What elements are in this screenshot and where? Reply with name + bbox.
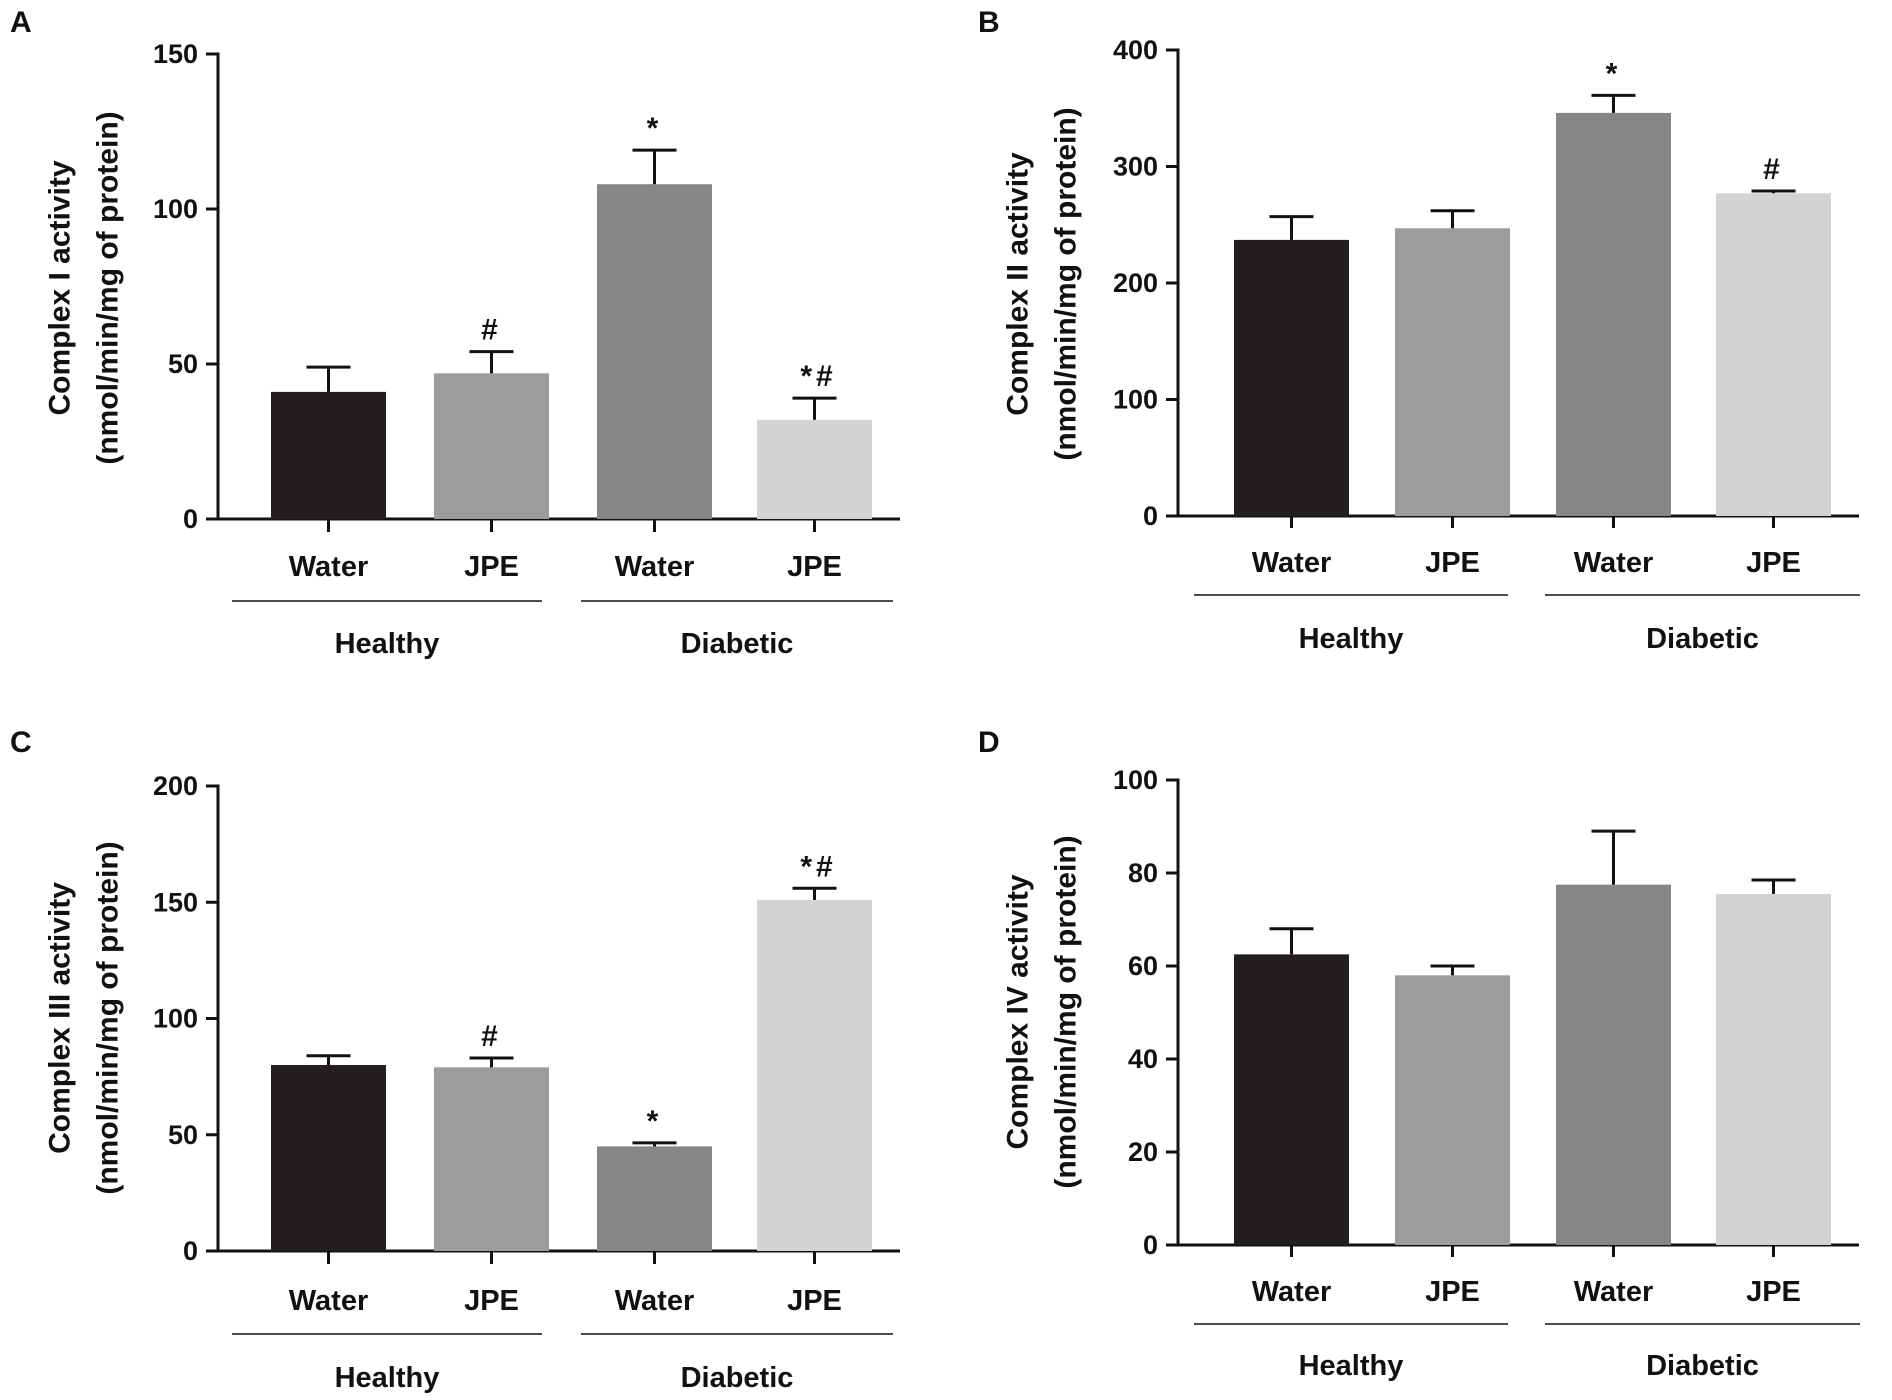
category-label: Water <box>289 551 369 583</box>
y-axis-title: Complex IV activity <box>1002 874 1035 1149</box>
group-label: Diabetic <box>1646 623 1759 655</box>
bar <box>1556 112 1671 516</box>
bar <box>1234 239 1349 516</box>
group-label: Healthy <box>335 628 440 660</box>
category-label: JPE <box>1746 1276 1801 1308</box>
y-tick-label: 0 <box>1143 1230 1158 1260</box>
y-tick-label: 150 <box>153 887 198 917</box>
significance-label: *# <box>800 360 836 393</box>
significance-label: # <box>481 314 502 347</box>
panel-letter: A <box>10 6 32 39</box>
bar <box>757 419 872 519</box>
panel-c: C 0 50 100 150 200 Complex III activity (nmol/m… <box>10 726 900 1394</box>
panel-b: B 0 100 200 300 400 Complex II activity (nmol/m… <box>978 6 1860 655</box>
category-label: JPE <box>464 1285 519 1317</box>
y-tick-label: 400 <box>1113 35 1158 65</box>
y-tick-label: 200 <box>1113 268 1158 298</box>
y-tick-label: 0 <box>183 1236 198 1266</box>
y-tick-label: 50 <box>168 349 198 379</box>
y-axis-title: Complex III activity <box>44 882 77 1154</box>
category-label: JPE <box>464 551 519 583</box>
y-tick-label: 100 <box>1113 385 1158 415</box>
significance-label: # <box>481 1020 502 1053</box>
bar <box>597 184 712 519</box>
bar <box>271 391 386 519</box>
bar <box>1716 193 1831 517</box>
y-axis-title: Complex I activity <box>44 160 77 415</box>
panel-letter: C <box>10 726 32 759</box>
group-label: Diabetic <box>681 1362 794 1394</box>
category-label: Water <box>1574 1276 1654 1308</box>
y-tick-label: 60 <box>1128 951 1158 981</box>
panel-d: D 0 20 40 60 80 100 Complex IV activity (nmol/mi… <box>978 726 1860 1382</box>
significance-label: * <box>1606 57 1622 90</box>
significance-label: * <box>647 112 663 145</box>
y-tick-label: 40 <box>1128 1044 1158 1074</box>
y-tick-label: 100 <box>153 1004 198 1034</box>
group-label: Diabetic <box>681 628 794 660</box>
panel-a: A 0 50 100 150 Complex I activity (nmol/min/mg… <box>10 6 900 660</box>
y-axis-title-units: (nmol/min/mg of protein) <box>92 841 125 1194</box>
y-tick-label: 100 <box>1113 765 1158 795</box>
bar <box>271 1065 386 1251</box>
significance-label: * <box>647 1105 663 1138</box>
panel-letter: B <box>978 6 1000 39</box>
bar <box>1395 975 1510 1245</box>
significance-label: *# <box>800 850 836 883</box>
bar <box>757 899 872 1251</box>
category-label: JPE <box>1425 1276 1480 1308</box>
bar <box>1556 884 1671 1245</box>
category-label: JPE <box>1425 547 1480 579</box>
category-label: JPE <box>1746 547 1801 579</box>
category-label: JPE <box>787 1285 842 1317</box>
y-tick-label: 150 <box>153 39 198 69</box>
category-label: JPE <box>787 551 842 583</box>
bar <box>434 373 549 519</box>
y-axis-title-units: (nmol/min/mg of protein) <box>92 111 125 464</box>
group-label: Healthy <box>335 1362 440 1394</box>
category-label: Water <box>1574 547 1654 579</box>
category-label: Water <box>615 1285 695 1317</box>
category-label: Water <box>289 1285 369 1317</box>
y-tick-label: 20 <box>1128 1137 1158 1167</box>
group-label: Healthy <box>1299 1350 1404 1382</box>
y-tick-label: 200 <box>153 771 198 801</box>
bar <box>434 1067 549 1251</box>
y-tick-label: 80 <box>1128 858 1158 888</box>
y-tick-label: 50 <box>168 1120 198 1150</box>
y-tick-label: 0 <box>183 504 198 534</box>
bar <box>1716 893 1831 1245</box>
y-tick-label: 0 <box>1143 501 1158 531</box>
y-tick-label: 100 <box>153 194 198 224</box>
significance-label: # <box>1763 153 1784 186</box>
panel-letter: D <box>978 726 1000 759</box>
y-tick-label: 300 <box>1113 152 1158 182</box>
y-axis-title-units: (nmol/min/mg of protein) <box>1050 107 1083 460</box>
group-label: Healthy <box>1299 623 1404 655</box>
category-label: Water <box>615 551 695 583</box>
y-axis-title-units: (nmol/min/mg of protein) <box>1050 835 1083 1188</box>
y-axis-title: Complex II activity <box>1002 152 1035 416</box>
bar <box>1234 954 1349 1245</box>
category-label: Water <box>1252 1276 1332 1308</box>
category-label: Water <box>1252 547 1332 579</box>
bar <box>597 1146 712 1251</box>
bar <box>1395 228 1510 516</box>
group-label: Diabetic <box>1646 1350 1759 1382</box>
